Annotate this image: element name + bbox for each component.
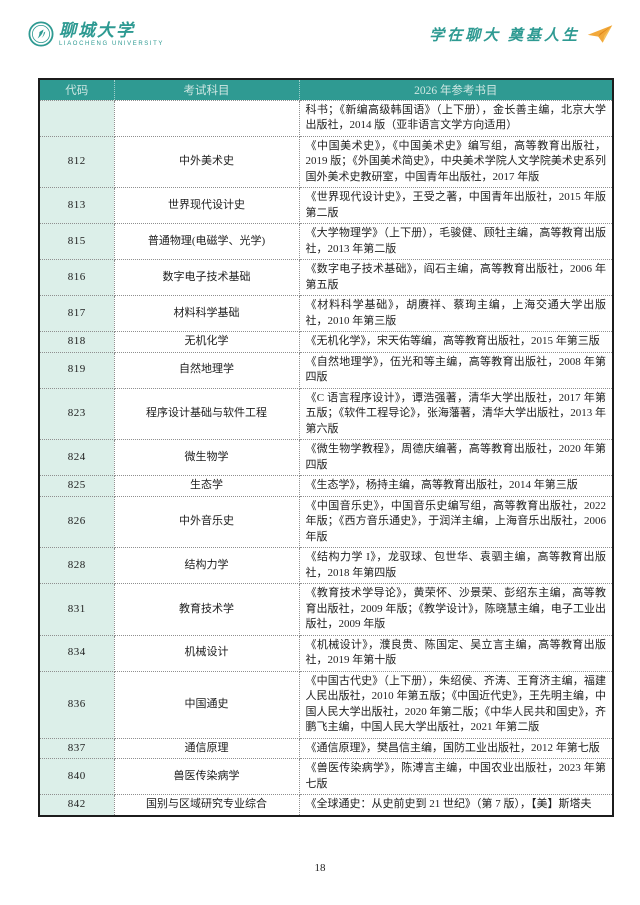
subject-cell: 自然地理学 [113, 351, 300, 389]
books-cell: 《自然地理学》，伍光和等主编，高等教育出版社，2008 年第四版 [298, 351, 613, 389]
code-cell [39, 99, 115, 137]
subject-cell [113, 99, 300, 137]
table-row: 840 兽医传染病学 《兽医传染病学》，陈溥言主编，中国农业出版社，2023 年第七… [39, 758, 613, 795]
code-cell: 824 [39, 439, 115, 476]
table-row: 817 材料科学基础 《材料科学基础》，胡赓祥、蔡珣主编，上海交通大学出版社，201… [39, 295, 613, 332]
code-cell: 823 [39, 387, 115, 440]
books-cell: 《全球通史：从史前史到 21 世纪》（第 7 版），【美】斯塔夫 [298, 794, 613, 816]
page-number: 18 [314, 862, 326, 874]
table-row: 837 通信原理 《通信原理》，樊昌信主编，国防工业出版社，2012 年第七版 [39, 737, 613, 759]
subject-cell: 生态学 [113, 475, 300, 497]
column-header-books: 2026 年参考书目 [298, 79, 613, 101]
books-cell: 《结构力学 I》，龙驭球、包世华、袁驷主编，高等教育出版社，2018 年第四版 [298, 547, 613, 584]
code-cell: 831 [39, 583, 115, 636]
subject-cell: 程序设计基础与软件工程 [113, 387, 300, 440]
books-cell: 《中国音乐史》，中国音乐史编写组，高等教育出版社，2022 年版；《西方音乐通史… [298, 495, 613, 548]
university-logo-text: 聊城大学 LIAOCHENG UNIVERSITY [59, 22, 164, 47]
column-header-subject: 考试科目 [113, 79, 299, 101]
table-row: 826 中外音乐史 《中国音乐史》，中国音乐史编写组，高等教育出版社，2022 年版… [39, 495, 613, 548]
subject-cell: 微生物学 [113, 439, 300, 476]
books-cell: 《无机化学》，宋天佑等编，高等教育出版社，2015 年第三版 [298, 331, 613, 353]
subject-cell: 数字电子技术基础 [113, 259, 300, 296]
table-row: 836 中国通史 《中国古代史》（上下册），朱绍侯、齐涛、王育济主编，福建人民出版社… [39, 670, 613, 739]
subject-cell: 结构力学 [113, 547, 300, 584]
university-name-cn: 聊城大学 [59, 20, 135, 40]
code-cell: 834 [39, 634, 115, 672]
books-cell: 科书；《新编高级韩国语》（上下册），金长善主编，北京大学出版社，2014 版（亚… [298, 99, 613, 137]
paper-plane-icon [586, 23, 614, 45]
table-row: 819 自然地理学 《自然地理学》，伍光和等主编，高等教育出版社，2008 年第四版 [39, 351, 613, 389]
subject-cell: 中国通史 [113, 670, 300, 739]
table-row: 828 结构力学 《结构力学 I》，龙驭球、包世华、袁驷主编，高等教育出版社，201… [39, 547, 613, 584]
books-cell: 《微生物学教程》，周德庆编著，高等教育出版社，2020 年第四版 [298, 439, 613, 476]
books-cell: 《数字电子技术基础》，阎石主编，高等教育出版社，2006 年第五版 [298, 259, 613, 296]
university-name-en: LIAOCHENG UNIVERSITY [59, 40, 165, 47]
table-row: 824 微生物学 《微生物学教程》，周德庆编著，高等教育出版社，2020 年第四版 [39, 439, 613, 476]
table-row: 816 数字电子技术基础 《数字电子技术基础》，阎石主编，高等教育出版社，2006 … [39, 259, 613, 296]
books-cell: 《生态学》，杨持主编，高等教育出版社，2014 年第三版 [298, 475, 613, 497]
books-cell: 《材料科学基础》，胡赓祥、蔡珣主编，上海交通大学出版社，2010 年第三版 [298, 295, 613, 332]
books-cell: 《大学物理学》（上下册），毛骏健、顾牡主编，高等教育出版社，2013 年第二版 [298, 223, 613, 260]
code-cell: 828 [39, 547, 115, 584]
code-cell: 813 [39, 187, 115, 224]
code-cell: 819 [39, 351, 115, 389]
page-header: 聊城大学 LIAOCHENG UNIVERSITY 学在聊大 奠基人生 [28, 14, 614, 54]
code-cell: 818 [39, 331, 115, 353]
subject-cell: 教育技术学 [113, 583, 300, 636]
subject-cell: 机械设计 [113, 634, 300, 672]
table-row: 812 中外美术史 《中国美术史》，《中国美术史》编写组，高等教育出版社，2019 … [39, 135, 613, 188]
code-cell: 836 [39, 670, 115, 739]
code-cell: 825 [39, 475, 115, 497]
code-cell: 826 [39, 495, 115, 548]
table-row: 815 普通物理(电磁学、光学) 《大学物理学》（上下册），毛骏健、顾牡主编，高等教… [39, 223, 613, 260]
university-logo: 聊城大学 LIAOCHENG UNIVERSITY [28, 21, 164, 47]
table-header-row: 代码 考试科目 2026 年参考书目 [39, 79, 613, 101]
subject-cell: 中外美术史 [113, 135, 300, 188]
subject-cell: 普通物理(电磁学、光学) [113, 223, 300, 260]
column-header-code: 代码 [39, 79, 114, 101]
books-cell: 《世界现代设计史》，王受之著，中国青年出版社，2015 年版第二版 [298, 187, 613, 224]
table-row: 823 程序设计基础与软件工程 《C 语言程序设计》，谭浩强著，清华大学出版社，20… [39, 387, 613, 440]
reference-books-table: 代码 考试科目 2026 年参考书目 科书；《新编高级韩国语》（上下册），金长善… [38, 78, 614, 817]
code-cell: 817 [39, 295, 115, 332]
books-cell: 《中国古代史》（上下册），朱绍侯、齐涛、王育济主编，福建人民出版社，2010 年… [298, 670, 613, 739]
table-row: 842 国别与区域研究专业综合 《全球通史：从史前史到 21 世纪》（第 7 版），… [39, 794, 613, 816]
subject-cell: 通信原理 [113, 737, 300, 759]
table-row: 813 世界现代设计史 《世界现代设计史》，王受之著，中国青年出版社，2015 年版… [39, 187, 613, 224]
slogan-text: 学在聊大 奠基人生 [429, 27, 580, 44]
university-emblem-icon [28, 21, 54, 47]
page-footer: 18 [0, 858, 640, 876]
subject-cell: 中外音乐史 [113, 495, 300, 548]
code-cell: 815 [39, 223, 115, 260]
code-cell: 812 [39, 135, 115, 188]
subject-cell: 材料科学基础 [113, 295, 300, 332]
books-cell: 《教育技术学导论》，黄荣怀、沙景荣、彭绍东主编，高等教育出版社，2009 年版；… [298, 583, 613, 636]
table-row: 834 机械设计 《机械设计》，濮良贵、陈国定、吴立言主编，高等教育出版社，2019… [39, 634, 613, 672]
code-cell: 842 [39, 794, 115, 816]
table-body: 科书；《新编高级韩国语》（上下册），金长善主编，北京大学出版社，2014 版（亚… [39, 99, 613, 816]
table-row: 科书；《新编高级韩国语》（上下册），金长善主编，北京大学出版社，2014 版（亚… [39, 99, 613, 137]
code-cell: 840 [39, 758, 115, 795]
header-slogan: 学在聊大 奠基人生 [429, 23, 614, 45]
books-cell: 《通信原理》，樊昌信主编，国防工业出版社，2012 年第七版 [298, 737, 613, 759]
subject-cell: 世界现代设计史 [113, 187, 300, 224]
books-cell: 《中国美术史》，《中国美术史》编写组，高等教育出版社，2019 版；《外国美术简… [298, 135, 613, 188]
books-cell: 《机械设计》，濮良贵、陈国定、吴立言主编，高等教育出版社，2019 年第十版 [298, 634, 613, 672]
books-cell: 《C 语言程序设计》，谭浩强著，清华大学出版社，2017 年第五版；《软件工程导… [298, 387, 613, 440]
code-cell: 837 [39, 737, 115, 759]
books-cell: 《兽医传染病学》，陈溥言主编，中国农业出版社，2023 年第七版 [298, 758, 613, 795]
subject-cell: 无机化学 [113, 331, 300, 353]
code-cell: 816 [39, 259, 115, 296]
subject-cell: 国别与区域研究专业综合 [113, 794, 300, 816]
table-header: 代码 考试科目 2026 年参考书目 [39, 79, 613, 101]
table-row: 825 生态学 《生态学》，杨持主编，高等教育出版社，2014 年第三版 [39, 475, 613, 497]
subject-cell: 兽医传染病学 [113, 758, 300, 795]
table-row: 831 教育技术学 《教育技术学导论》，黄荣怀、沙景荣、彭绍东主编，高等教育出版社，… [39, 583, 613, 636]
table-row: 818 无机化学 《无机化学》，宋天佑等编，高等教育出版社，2015 年第三版 [39, 331, 613, 353]
